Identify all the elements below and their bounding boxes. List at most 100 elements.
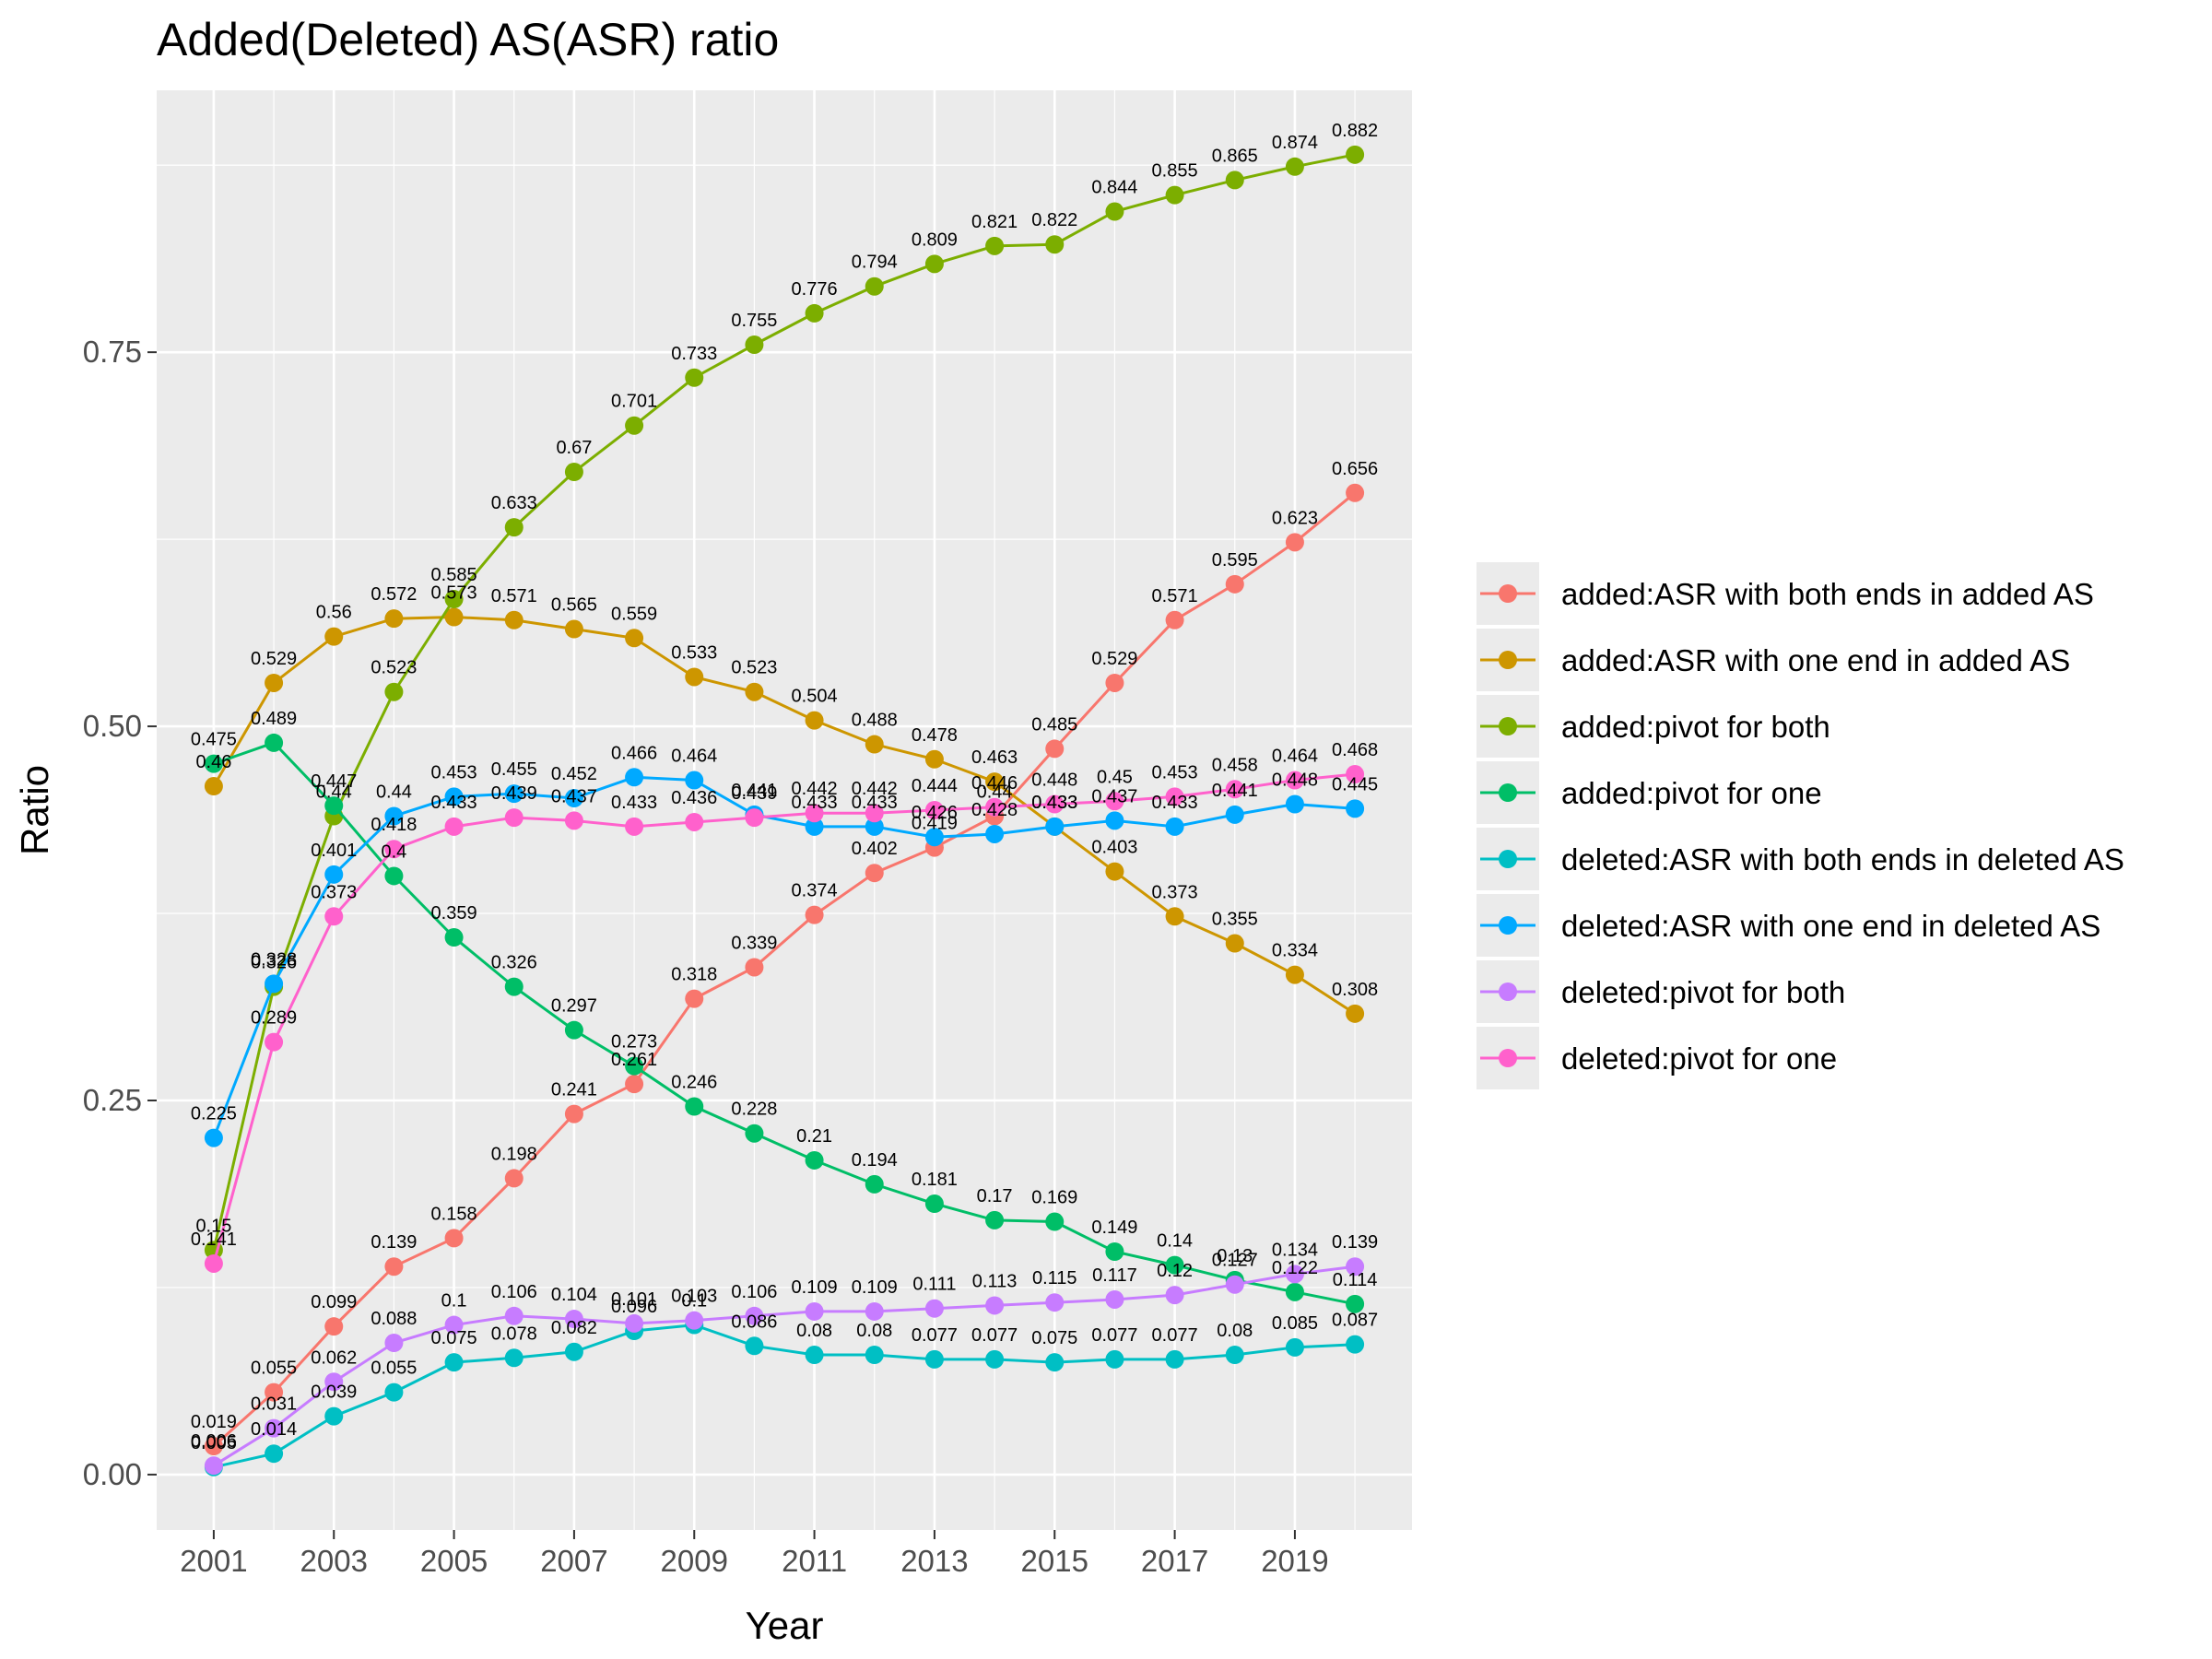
data-label: 0.403 <box>1091 838 1137 858</box>
data-label: 0.46 <box>195 752 231 772</box>
data-label: 0.055 <box>251 1359 297 1379</box>
data-point <box>204 754 223 773</box>
legend-label: deleted:ASR with both ends in deleted AS <box>1561 842 2124 877</box>
data-point <box>745 1124 764 1143</box>
data-label: 0.1 <box>441 1291 467 1312</box>
data-point <box>924 749 944 769</box>
legend-item: deleted:pivot for one <box>1477 1027 1837 1089</box>
data-label: 0.14 <box>1157 1231 1193 1252</box>
data-label: 0.099 <box>311 1292 357 1312</box>
data-point <box>1346 1335 1365 1354</box>
data-label: 0.109 <box>852 1277 898 1298</box>
legend-item: added:ASR with one end in added AS <box>1477 629 2070 691</box>
y-tick-label: 0.00 <box>83 1457 142 1491</box>
data-label: 0.533 <box>671 642 717 663</box>
legend-key-point <box>1499 1049 1517 1067</box>
data-label: 0.822 <box>1031 210 1077 230</box>
data-point <box>1346 1294 1365 1313</box>
data-label: 0.453 <box>1152 762 1198 782</box>
data-point <box>1045 739 1065 759</box>
data-label: 0.426 <box>912 803 958 823</box>
data-point <box>865 1346 884 1365</box>
legend-item: added:ASR with both ends in added AS <box>1477 562 2094 625</box>
data-point <box>444 1353 464 1372</box>
data-label: 0.478 <box>912 725 958 746</box>
data-point <box>1105 792 1124 811</box>
data-label: 0.447 <box>311 771 357 792</box>
series-4 <box>204 733 1365 1313</box>
series-line <box>213 741 1356 1306</box>
data-point <box>324 865 344 884</box>
data-point <box>1105 862 1124 881</box>
data-point <box>384 609 404 629</box>
data-point <box>1165 907 1184 926</box>
data-label: 0.077 <box>1152 1325 1198 1346</box>
data-point <box>265 974 284 994</box>
data-label: 0.468 <box>1332 740 1378 760</box>
data-point <box>1285 1337 1304 1357</box>
data-label: 0.088 <box>371 1309 417 1329</box>
data-point <box>985 236 1005 255</box>
legend-item: added:pivot for one <box>1477 761 1822 824</box>
data-point <box>1165 185 1184 205</box>
data-point <box>1105 1349 1124 1369</box>
data-point <box>985 824 1005 843</box>
data-point <box>1285 1265 1304 1284</box>
legend-label: added:ASR with one end in added AS <box>1561 643 2070 677</box>
data-label: 0.401 <box>311 841 357 861</box>
data-label: 0.441 <box>731 781 777 801</box>
data-point <box>1045 1293 1065 1312</box>
series-2 <box>204 607 1365 1023</box>
data-point <box>265 1382 284 1402</box>
data-label: 0.439 <box>731 783 777 804</box>
data-label: 0.031 <box>251 1394 297 1415</box>
data-label: 0.45 <box>1097 767 1133 787</box>
data-label: 0.433 <box>1031 793 1077 813</box>
data-point <box>384 682 404 701</box>
data-point <box>1285 533 1304 552</box>
data-point <box>1045 1353 1065 1372</box>
data-label: 0.402 <box>852 839 898 859</box>
data-label: 0.733 <box>671 344 717 364</box>
data-point <box>324 796 344 816</box>
data-point <box>685 812 704 831</box>
data-label: 0.169 <box>1031 1188 1077 1208</box>
data-label: 0.077 <box>912 1325 958 1346</box>
data-point <box>685 989 704 1008</box>
data-label: 0.855 <box>1152 161 1198 182</box>
data-point <box>625 1313 644 1333</box>
data-labels: 0.019 0.055 0.099 0.139 0.158 0.198 0.241 0.261… <box>191 121 1378 1453</box>
data-point <box>805 303 824 323</box>
data-label: 0.573 <box>431 583 477 604</box>
data-label: 0.448 <box>1031 771 1077 791</box>
series-line <box>212 153 1356 1251</box>
data-label: 0.111 <box>912 1275 956 1295</box>
data-label: 0.194 <box>852 1150 898 1171</box>
data-label: 0.101 <box>611 1289 657 1310</box>
data-point <box>1225 1275 1244 1294</box>
data-point <box>265 673 284 692</box>
data-point <box>204 777 223 796</box>
data-label: 0.585 <box>431 565 477 585</box>
data-point <box>444 590 464 609</box>
data-point <box>1165 817 1184 836</box>
data-point <box>564 1342 583 1361</box>
series-8 <box>204 765 1365 1273</box>
data-point <box>384 1334 404 1353</box>
data-label: 0.075 <box>1031 1328 1077 1348</box>
data-label: 0.701 <box>611 392 657 412</box>
series-line <box>212 772 1356 1265</box>
data-point <box>805 1150 824 1170</box>
data-point <box>444 787 464 806</box>
data-label: 0.114 <box>1333 1270 1378 1290</box>
data-point <box>745 958 764 977</box>
data-label: 0.019 <box>191 1412 237 1432</box>
data-point <box>265 1032 284 1052</box>
data-point <box>625 1056 644 1076</box>
data-label: 0.005 <box>191 1433 237 1453</box>
legend-key-point <box>1499 850 1517 868</box>
data-label: 0.437 <box>1091 786 1137 806</box>
data-label: 0.17 <box>977 1186 1013 1206</box>
data-point <box>625 768 644 787</box>
data-point <box>1165 787 1184 806</box>
